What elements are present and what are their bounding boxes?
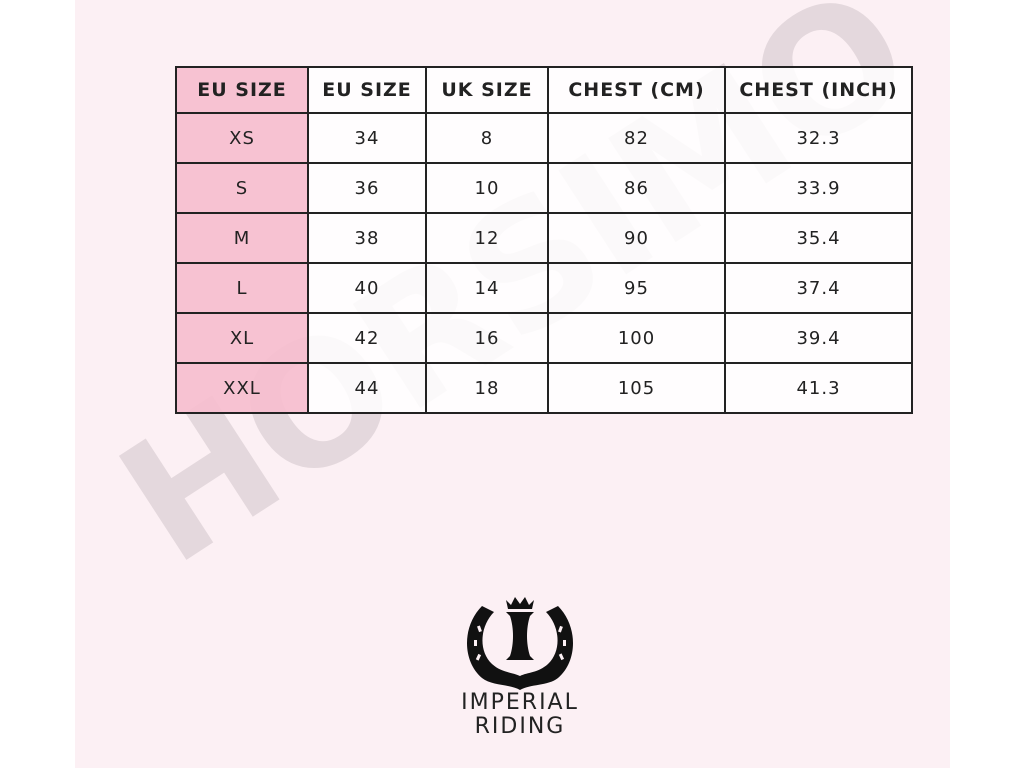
table-cell: 34 [307,112,427,164]
table-cell: 95 [547,262,726,314]
logo-text-line1: IMPERIAL [461,690,579,715]
table-cell: 14 [425,262,549,314]
table-cell: 18 [425,362,549,414]
table-cell: M [175,212,309,264]
table-row: M 38 12 90 35.4 [175,212,913,264]
table-header-row: EU SIZE EU SIZE UK SIZE CHEST (CM) CHEST… [175,66,913,114]
header-cell: UK SIZE [425,66,549,114]
header-cell: CHEST (INCH) [724,66,913,114]
table-cell: 86 [547,162,726,214]
table-row: XL 42 16 100 39.4 [175,312,913,364]
table-cell: 37.4 [724,262,913,314]
table-row: S 36 10 86 33.9 [175,162,913,214]
table-cell: 90 [547,212,726,264]
table-cell: 8 [425,112,549,164]
table-row: XXL 44 18 105 41.3 [175,362,913,414]
table-row: L 40 14 95 37.4 [175,262,913,314]
table-cell: XL [175,312,309,364]
table-cell: 40 [307,262,427,314]
table-cell: 105 [547,362,726,414]
table-cell: 16 [425,312,549,364]
table-cell: 32.3 [724,112,913,164]
table-cell: XXL [175,362,309,414]
header-cell: EU SIZE [175,66,309,114]
table-cell: 10 [425,162,549,214]
table-cell: S [175,162,309,214]
imperial-riding-logo: IMPERIAL RIDING [440,596,600,739]
horseshoe-crown-icon [467,597,573,690]
table-cell: 39.4 [724,312,913,364]
table-cell: 35.4 [724,212,913,264]
table-cell: 41.3 [724,362,913,414]
table-cell: 12 [425,212,549,264]
table-cell: 100 [547,312,726,364]
table-cell: 82 [547,112,726,164]
logo-text-line2: RIDING [474,714,566,739]
table-cell: 36 [307,162,427,214]
header-cell: EU SIZE [307,66,427,114]
size-chart-table: EU SIZE EU SIZE UK SIZE CHEST (CM) CHEST… [175,66,913,414]
table-row: XS 34 8 82 32.3 [175,112,913,164]
header-cell: CHEST (CM) [547,66,726,114]
table-cell: 44 [307,362,427,414]
table-cell: XS [175,112,309,164]
table-cell: L [175,262,309,314]
table-cell: 38 [307,212,427,264]
table-cell: 42 [307,312,427,364]
table-cell: 33.9 [724,162,913,214]
